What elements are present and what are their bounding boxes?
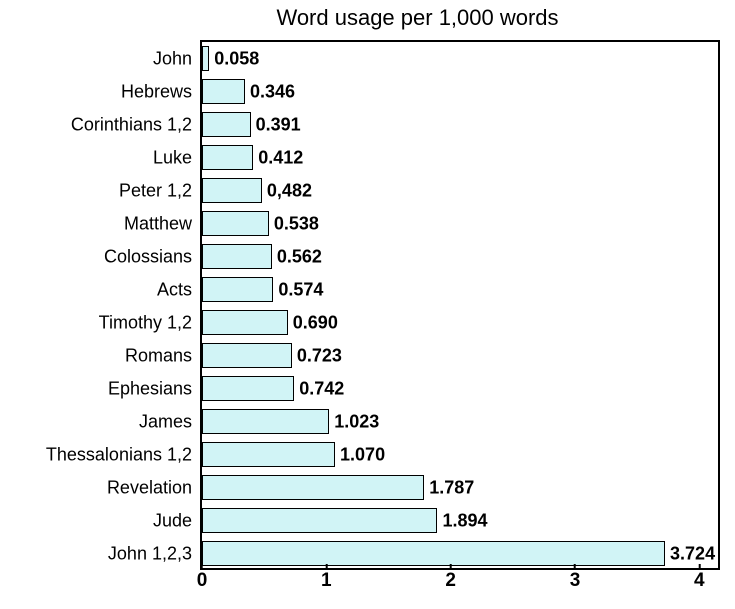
bar-row: Acts0.574 [202, 273, 718, 306]
category-label: Revelation [107, 477, 192, 498]
x-tick-label: 4 [694, 570, 705, 591]
bar: 0.574 [202, 277, 273, 302]
chart-container: Word usage per 1,000 words John0.058Hebr… [0, 0, 735, 609]
category-label: Ephesians [108, 378, 192, 399]
bar: 0.742 [202, 376, 294, 401]
category-label: Romans [125, 345, 192, 366]
value-label: 0.412 [258, 147, 303, 168]
bar: 0.346 [202, 79, 245, 104]
value-label: 1.023 [334, 411, 379, 432]
category-label: Peter 1,2 [119, 180, 192, 201]
x-tick-mark [698, 564, 700, 570]
value-label: 0.058 [214, 48, 259, 69]
x-tick: 3 [570, 570, 581, 592]
bar-row: Luke0.412 [202, 141, 718, 174]
bar-row: Matthew0.538 [202, 207, 718, 240]
bar-row: Romans0.723 [202, 339, 718, 372]
x-tick-mark [201, 564, 203, 570]
category-label: Corinthians 1,2 [71, 114, 192, 135]
value-label: 0.346 [250, 81, 295, 102]
x-tick-label: 0 [197, 570, 208, 591]
bar-row: Jude1.894 [202, 504, 718, 537]
value-label: 0.562 [277, 246, 322, 267]
bar-row: Peter 1,20,482 [202, 174, 718, 207]
category-label: John [153, 48, 192, 69]
x-tick: 4 [694, 570, 705, 592]
bar-row: Colossians0.562 [202, 240, 718, 273]
bar-row: John0.058 [202, 42, 718, 75]
bar: 1.023 [202, 409, 329, 434]
category-label: Jude [153, 510, 192, 531]
category-label: Thessalonians 1,2 [46, 444, 192, 465]
value-label: 0.574 [278, 279, 323, 300]
bar-row: Revelation1.787 [202, 471, 718, 504]
bar: 3.724 [202, 541, 665, 566]
bar: 0.690 [202, 310, 288, 335]
category-label: Hebrews [121, 81, 192, 102]
bar-row: James1.023 [202, 405, 718, 438]
value-label: 0.391 [256, 114, 301, 135]
x-tick-label: 1 [321, 570, 332, 591]
bar: 0.391 [202, 112, 251, 137]
bar: 0,482 [202, 178, 262, 203]
bar-row: John 1,2,33.724 [202, 537, 718, 570]
x-tick-label: 3 [570, 570, 581, 591]
x-axis: 0 1 2 3 4 [200, 570, 720, 600]
bar: 1.894 [202, 508, 437, 533]
category-label: Luke [153, 147, 192, 168]
category-label: Matthew [124, 213, 192, 234]
category-label: James [139, 411, 192, 432]
value-label: 0.723 [297, 345, 342, 366]
chart-title: Word usage per 1,000 words [0, 5, 735, 31]
value-label: 3.724 [670, 543, 715, 564]
bar: 0.412 [202, 145, 253, 170]
bar: 1.787 [202, 475, 424, 500]
value-label: 0,482 [267, 180, 312, 201]
plot-area: John0.058Hebrews0.346Corinthians 1,20.39… [200, 40, 720, 570]
value-label: 0.742 [299, 378, 344, 399]
bar-row: Corinthians 1,20.391 [202, 108, 718, 141]
x-tick: 2 [445, 570, 456, 592]
x-tick-mark [450, 564, 452, 570]
category-label: Colossians [104, 246, 192, 267]
x-tick-label: 2 [445, 570, 456, 591]
value-label: 0.538 [274, 213, 319, 234]
x-tick-mark [325, 564, 327, 570]
bar-row: Ephesians0.742 [202, 372, 718, 405]
category-label: Timothy 1,2 [99, 312, 192, 333]
value-label: 1.894 [442, 510, 487, 531]
category-label: John 1,2,3 [108, 543, 192, 564]
x-tick: 1 [321, 570, 332, 592]
bars-group: John0.058Hebrews0.346Corinthians 1,20.39… [202, 42, 718, 568]
bar: 0.723 [202, 343, 292, 368]
value-label: 1.070 [340, 444, 385, 465]
x-tick: 0 [197, 570, 208, 592]
bar-row: Hebrews0.346 [202, 75, 718, 108]
x-tick-mark [574, 564, 576, 570]
category-label: Acts [157, 279, 192, 300]
bar: 0.562 [202, 244, 272, 269]
value-label: 1.787 [429, 477, 474, 498]
value-label: 0.690 [293, 312, 338, 333]
bar-row: Thessalonians 1,21.070 [202, 438, 718, 471]
bar: 0.538 [202, 211, 269, 236]
bar: 1.070 [202, 442, 335, 467]
bar: 0.058 [202, 46, 209, 71]
bar-row: Timothy 1,20.690 [202, 306, 718, 339]
